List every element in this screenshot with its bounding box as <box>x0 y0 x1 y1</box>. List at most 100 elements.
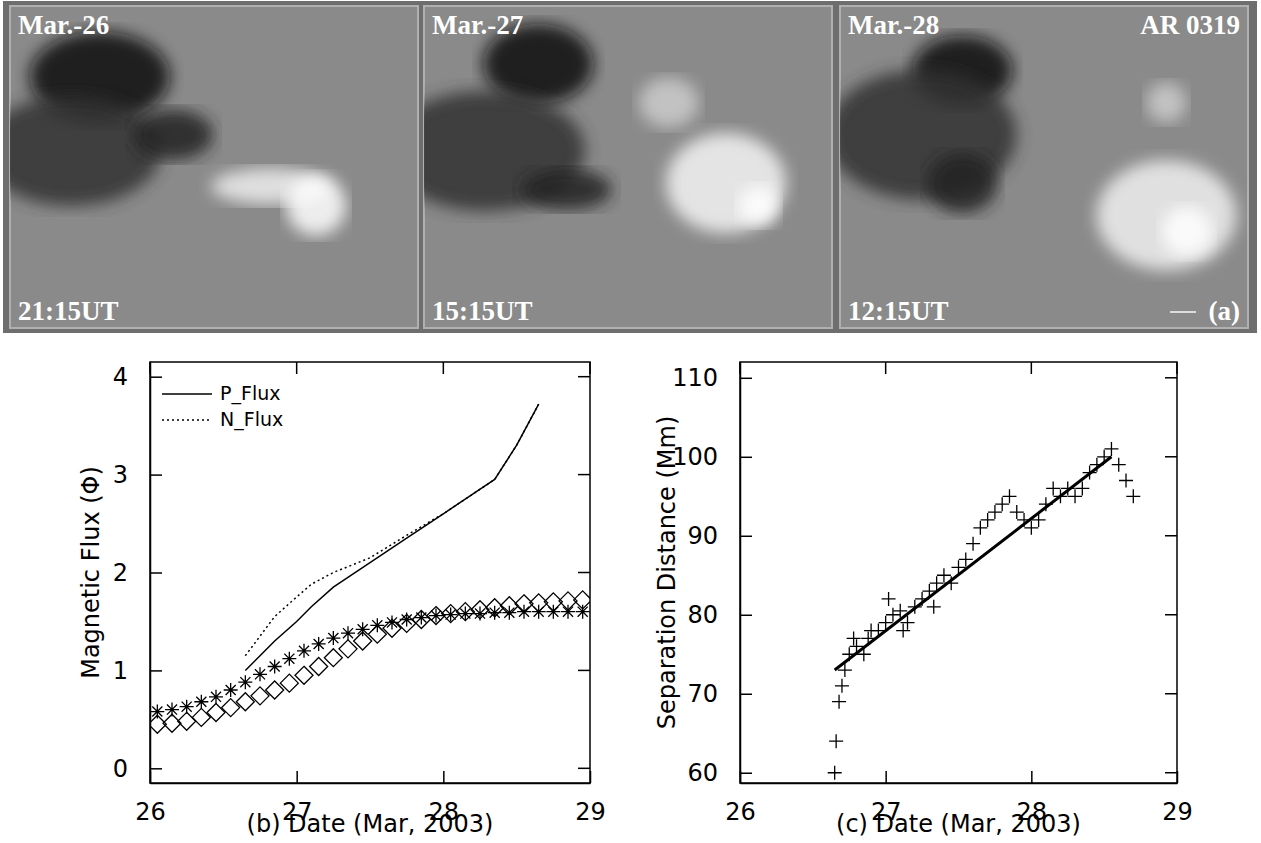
y-tick-mark <box>150 572 162 574</box>
y-tick-mark-right <box>1165 535 1177 537</box>
marker <box>517 605 531 619</box>
y-tick-label: 60 <box>687 759 718 787</box>
magnetogram <box>10 32 346 236</box>
x-tick-label: 29 <box>575 798 606 826</box>
y-tick-mark-right <box>578 572 590 574</box>
y-tick-mark-right <box>1165 693 1177 695</box>
magnetogram <box>424 24 786 233</box>
magnetic-patch <box>1146 83 1186 123</box>
y-tick-label: 0 <box>113 754 128 782</box>
marker <box>178 712 196 730</box>
y-tick: 100 <box>672 443 752 471</box>
marker <box>414 611 428 625</box>
x-tick-mark-top <box>589 362 591 374</box>
legend-swatch <box>162 419 212 421</box>
plot-frame <box>150 362 590 783</box>
marker <box>486 599 504 617</box>
magnetic-patch <box>639 78 699 128</box>
y-tick-mark <box>150 768 162 770</box>
y-tick: 70 <box>687 680 752 708</box>
x-tick-mark-top <box>1176 362 1178 374</box>
y-tick-mark-right <box>578 768 590 770</box>
marker <box>1002 489 1016 503</box>
y-tick: 0 <box>113 754 162 782</box>
marker <box>224 683 238 697</box>
image-strip-background <box>3 1 1257 333</box>
image-date: Mar.-27 <box>432 10 523 40</box>
x-axis-title: (b) Date (Mar, 2003) <box>247 810 494 838</box>
plot-area <box>150 404 590 733</box>
x-tick-mark <box>590 771 592 783</box>
y-tick: 90 <box>687 522 752 550</box>
marker <box>574 591 590 609</box>
image-date: Mar.-26 <box>18 10 109 40</box>
image-date: Mar.-28 <box>848 10 939 40</box>
x-tick-label: 26 <box>135 798 166 826</box>
y-tick-mark <box>740 457 752 459</box>
y-tick: 80 <box>687 601 752 629</box>
magnetic-patch <box>1096 160 1236 270</box>
y-axis-title: Separation Distance (Mm) <box>653 416 681 730</box>
chart: 2627282901234(b) Date (Mar, 2003)Magneti… <box>77 362 606 838</box>
x-tick-mark-top <box>1031 362 1033 374</box>
marker <box>326 631 340 645</box>
marker <box>471 601 489 619</box>
y-tick-mark-right <box>1165 377 1177 379</box>
legend: P_FluxN_Flux <box>162 382 283 431</box>
marker <box>927 600 941 614</box>
marker <box>966 537 980 551</box>
marker <box>456 603 474 621</box>
magnetic-patch <box>666 133 786 233</box>
y-tick-mark <box>740 536 752 538</box>
legend-label: P_Flux <box>220 382 280 405</box>
marker <box>398 614 416 632</box>
y-tick: 2 <box>113 559 162 587</box>
series-line <box>245 404 538 656</box>
image-time: 12:15UT <box>848 296 949 326</box>
y-tick-mark-right <box>578 376 590 378</box>
marker <box>341 626 355 640</box>
x-tick-label: 26 <box>725 798 756 826</box>
plot-area <box>828 442 1141 780</box>
marker <box>576 605 590 619</box>
y-axis: 01234 <box>113 363 162 784</box>
marker <box>1104 442 1118 456</box>
image-panel: Mar.-27 15:15UT <box>385 6 832 328</box>
marker <box>310 657 328 675</box>
series-line <box>245 404 538 670</box>
x-tick-mark-top <box>739 362 741 374</box>
image-time: 15:15UT <box>432 296 533 326</box>
magnetic-patch <box>286 176 346 236</box>
magnetic-patch <box>927 153 997 213</box>
marker <box>828 766 842 780</box>
marker <box>988 505 1002 519</box>
x-tick: 29 <box>1162 771 1193 826</box>
x-tick-mark <box>296 771 298 783</box>
y-axis: 60 70 80 90 100 110 <box>672 363 752 787</box>
marker <box>253 667 267 681</box>
marker <box>847 631 861 645</box>
plot-frame <box>740 362 1177 783</box>
y-tick-mark-right <box>1165 614 1177 616</box>
x-tick-mark <box>885 771 887 783</box>
image-panel: Mar.-2812:15UTAR 0319(a) <box>827 6 1248 328</box>
y-tick-mark-right <box>1165 456 1177 458</box>
magnetogram <box>840 35 1236 270</box>
marker <box>1068 489 1082 503</box>
y-axis-line <box>740 363 742 784</box>
y-tick: 1 <box>113 657 162 685</box>
marker <box>973 521 987 535</box>
marker <box>297 644 311 658</box>
scale-bar <box>1170 311 1196 313</box>
x-axis-line <box>741 783 1178 785</box>
marker <box>385 615 399 629</box>
y-tick-label: 110 <box>672 364 718 392</box>
y-tick-mark-right <box>578 670 590 672</box>
marker <box>238 675 252 689</box>
marker <box>324 649 342 667</box>
marker <box>163 714 181 732</box>
y-tick-mark <box>740 693 752 695</box>
marker <box>150 705 164 719</box>
y-tick-label: 3 <box>113 461 128 489</box>
y-tick-label: 80 <box>687 601 718 629</box>
